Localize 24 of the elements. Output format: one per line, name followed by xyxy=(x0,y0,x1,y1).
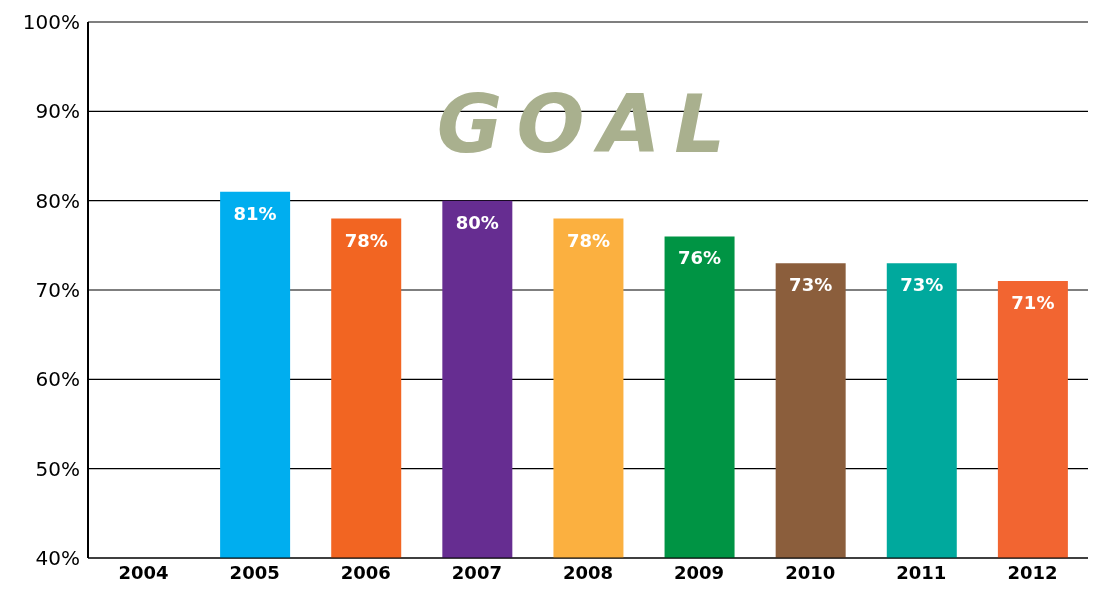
x-tick-label: 2004 xyxy=(118,561,169,583)
y-tick-label: 70% xyxy=(35,278,80,303)
x-tick-label: 2006 xyxy=(340,561,391,583)
y-tick-label: 60% xyxy=(35,367,80,392)
y-tick-label: 90% xyxy=(35,99,80,124)
y-tick-label: 40% xyxy=(35,546,80,571)
data-label: 73% xyxy=(900,274,944,296)
data-label: 78% xyxy=(344,229,388,251)
y-tick-label: 50% xyxy=(35,456,80,481)
data-label: 73% xyxy=(789,274,833,296)
x-tick-label: 2005 xyxy=(229,561,280,583)
y-tick-label: 80% xyxy=(35,188,80,213)
x-tick-label: 2008 xyxy=(562,561,614,583)
x-tick-label: 2011 xyxy=(896,561,947,583)
data-label: 76% xyxy=(678,247,722,269)
data-label: 71% xyxy=(1011,292,1055,314)
x-tick-label: 2007 xyxy=(451,561,502,583)
x-tick-label: 2009 xyxy=(674,561,725,583)
x-tick-label: 2012 xyxy=(1007,561,1058,583)
y-tick-label: 100% xyxy=(22,10,80,35)
data-label: 81% xyxy=(233,202,277,224)
data-label: 80% xyxy=(455,211,499,233)
x-tick-label: 2010 xyxy=(785,561,836,583)
data-label: 78% xyxy=(566,229,610,251)
